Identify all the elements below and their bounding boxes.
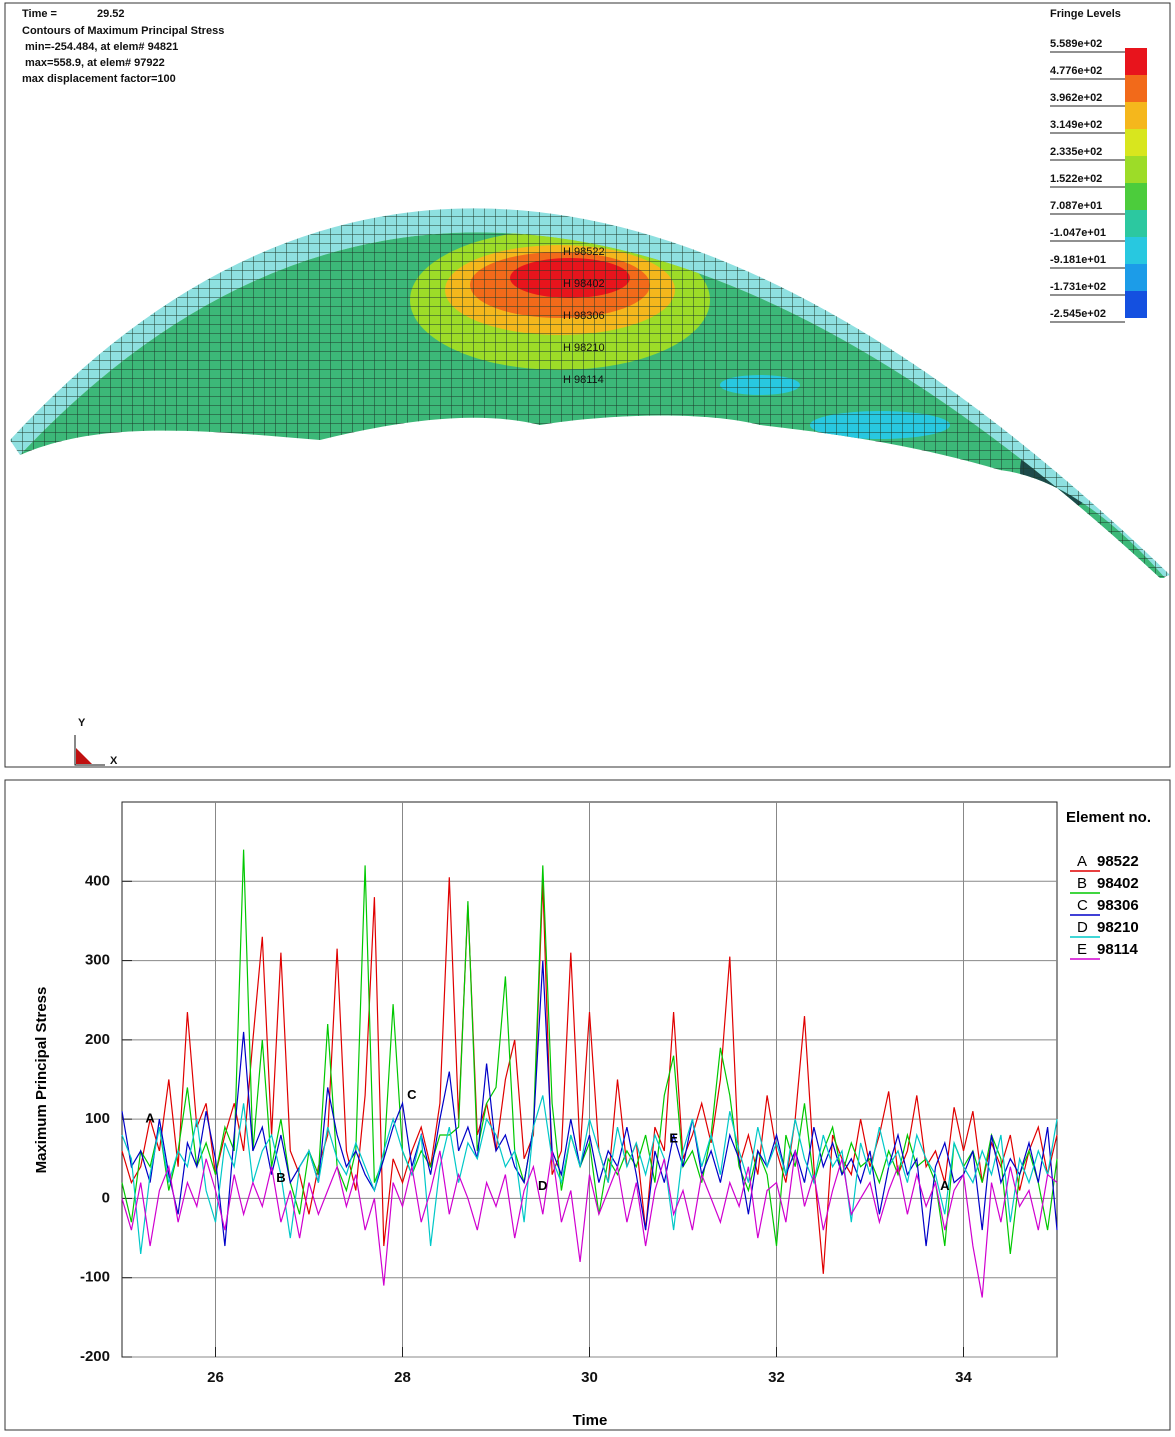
legend-name: 98210 bbox=[1097, 919, 1139, 936]
x-tick-label: 26 bbox=[207, 1369, 224, 1386]
element-label: H 98210 bbox=[563, 342, 605, 354]
y-axis-title: Maximum Principal Stress bbox=[33, 987, 50, 1174]
legend-title: Element no. bbox=[1066, 809, 1151, 826]
point-annotation: C bbox=[407, 1087, 417, 1102]
fringe-level: -1.047e+01 bbox=[1050, 227, 1106, 239]
element-label: H 98522 bbox=[563, 246, 605, 258]
x-axis-title: Time bbox=[573, 1412, 608, 1429]
axis-icon bbox=[74, 735, 105, 766]
contour-title: Contours of Maximum Principal Stress bbox=[22, 25, 224, 37]
fringe-level: -2.545e+02 bbox=[1050, 308, 1106, 320]
legend-name: 98306 bbox=[1097, 897, 1139, 914]
time-value: 29.52 bbox=[97, 8, 125, 20]
legend-name: 98522 bbox=[1097, 853, 1139, 870]
legend-tag: E bbox=[1077, 941, 1087, 958]
fringe-title: Fringe Levels bbox=[1050, 8, 1121, 20]
fringe-swatch bbox=[1125, 237, 1147, 264]
fringe-swatch bbox=[1125, 156, 1147, 183]
point-annotation: D bbox=[538, 1178, 547, 1193]
y-tick-label: 100 bbox=[85, 1110, 110, 1127]
fringe-level: 1.522e+02 bbox=[1050, 173, 1102, 185]
point-annotation: A bbox=[940, 1178, 950, 1193]
legend-tag: B bbox=[1077, 875, 1087, 892]
legend-name: 98114 bbox=[1097, 941, 1139, 958]
y-tick-label: -200 bbox=[80, 1348, 110, 1365]
fringe-level: 4.776e+02 bbox=[1050, 65, 1102, 77]
point-annotation: B bbox=[276, 1170, 285, 1185]
legend-name: 98402 bbox=[1097, 875, 1139, 892]
axis-y-label: Y bbox=[78, 717, 86, 729]
axis-x-label: X bbox=[110, 755, 118, 767]
y-tick-label: 0 bbox=[102, 1189, 110, 1206]
series-line bbox=[121, 960, 1058, 1247]
min-info: min=-254.484, at elem# 94821 bbox=[25, 41, 178, 53]
y-tick-label: 200 bbox=[85, 1031, 110, 1048]
fringe-swatch bbox=[1125, 102, 1147, 129]
element-label: H 98114 bbox=[563, 374, 604, 386]
y-tick-label: -100 bbox=[80, 1269, 110, 1286]
fringe-level: 7.087e+01 bbox=[1050, 200, 1102, 212]
fringe-level: 3.962e+02 bbox=[1050, 92, 1102, 104]
time-label: Time = bbox=[22, 8, 57, 20]
element-label: H 98306 bbox=[563, 310, 605, 322]
max-info: max=558.9, at elem# 97922 bbox=[25, 57, 165, 69]
element-label: H 98402 bbox=[563, 278, 605, 290]
y-tick-label: 400 bbox=[85, 872, 110, 889]
legend-tag: C bbox=[1077, 897, 1088, 914]
x-tick-label: 30 bbox=[581, 1369, 598, 1386]
fringe-swatch bbox=[1125, 48, 1147, 75]
legend-tag: D bbox=[1077, 919, 1088, 936]
fringe-level: -9.181e+01 bbox=[1050, 254, 1106, 266]
fringe-level: 5.589e+02 bbox=[1050, 38, 1102, 50]
fringe-swatch bbox=[1125, 291, 1147, 318]
legend-tag: A bbox=[1077, 853, 1087, 870]
point-annotation: E bbox=[669, 1130, 678, 1145]
fringe-level: 2.335e+02 bbox=[1050, 146, 1102, 158]
series-line bbox=[121, 877, 1058, 1274]
axis-icon bbox=[76, 748, 92, 764]
x-tick-label: 32 bbox=[768, 1369, 785, 1386]
shell-rim-mesh bbox=[10, 208, 1170, 579]
fringe-swatch bbox=[1125, 264, 1147, 291]
series-line bbox=[121, 1150, 1058, 1298]
fringe-level: -1.731e+02 bbox=[1050, 281, 1106, 293]
fringe-swatch bbox=[1125, 75, 1147, 102]
series-line bbox=[121, 1095, 1058, 1254]
x-tick-label: 28 bbox=[394, 1369, 411, 1386]
fringe-swatch bbox=[1125, 210, 1147, 237]
displacement-info: max displacement factor=100 bbox=[22, 73, 176, 85]
fringe-level: 3.149e+02 bbox=[1050, 119, 1102, 131]
x-tick-label: 34 bbox=[955, 1369, 972, 1386]
point-annotation: A bbox=[145, 1111, 155, 1126]
fringe-swatch bbox=[1125, 129, 1147, 156]
y-tick-label: 300 bbox=[85, 952, 110, 969]
fringe-swatch bbox=[1125, 183, 1147, 210]
